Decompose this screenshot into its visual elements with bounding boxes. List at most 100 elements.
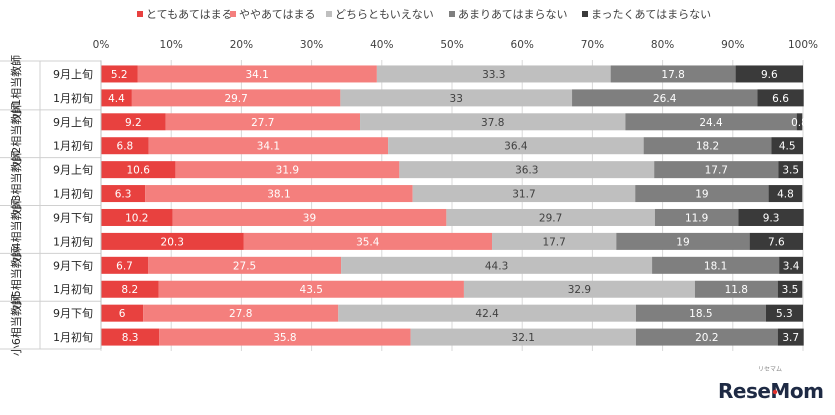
bar-segment — [243, 232, 493, 250]
bar-segment — [175, 161, 400, 179]
y-category-label: 1月初旬 — [53, 330, 93, 344]
legend-item: まったくあてはまらない — [582, 8, 711, 21]
x-tick-label: 20% — [230, 39, 253, 51]
bar-segment — [101, 208, 173, 226]
data-label: 17.7 — [542, 236, 565, 248]
y-category-label: 1月初旬 — [53, 187, 93, 201]
group-label: 小3相当教師 — [9, 151, 23, 213]
data-label: 8.2 — [121, 284, 138, 296]
bar-segment — [101, 161, 176, 179]
bar-segment — [376, 65, 611, 83]
bar-segment — [463, 280, 695, 298]
data-label: 32.1 — [512, 332, 535, 344]
bar-segment — [360, 113, 626, 131]
legend-swatch — [449, 11, 455, 17]
bar-segment — [410, 328, 636, 346]
bar-segment — [341, 256, 653, 274]
x-tick-label: 40% — [370, 39, 393, 51]
bar-segment — [635, 304, 766, 322]
data-label: 3.4 — [783, 260, 800, 272]
data-label: 35.4 — [356, 236, 380, 248]
logo-accent-dot — [772, 389, 778, 395]
bar-segment — [749, 232, 803, 250]
data-label: 3.7 — [782, 332, 799, 344]
bar-segment — [777, 280, 803, 298]
bar-segment — [652, 256, 780, 274]
bar-row: 5.2 34.1 33.3 17.8 9.6 — [101, 65, 803, 83]
data-label: 20.3 — [161, 236, 184, 248]
data-label: 38.1 — [267, 189, 290, 201]
bar-segment — [101, 137, 149, 155]
data-label: 4.4 — [108, 93, 125, 105]
x-tick-label: 90% — [721, 39, 744, 51]
data-label: 36.4 — [504, 141, 528, 153]
data-label: 31.7 — [512, 189, 535, 201]
y-axis-labels: 9月上旬 1月初旬 9月上旬 1月初旬 9月上旬 1月初旬 9月下旬 1月初旬 9月下旬 1月初旬… — [0, 55, 102, 356]
data-label: 34.1 — [257, 141, 280, 153]
x-tick-label: 60% — [511, 39, 534, 51]
legend-swatch — [230, 11, 236, 17]
legend-swatch — [137, 11, 143, 17]
bar-segment — [654, 161, 779, 179]
bar-segment — [101, 65, 138, 83]
y-category-label: 9月上旬 — [53, 116, 93, 129]
bar-segment — [101, 328, 160, 346]
bar-row: 10.2 39 29.7 11.9 9.3 — [101, 208, 804, 226]
logo-wordmark: ReseMom — [718, 379, 823, 403]
bar-segment — [635, 185, 769, 203]
bar-segment — [101, 304, 144, 322]
x-tick-label: 100% — [788, 39, 818, 51]
bar-segment — [165, 113, 361, 131]
bar-segment — [635, 328, 778, 346]
bar-segment — [625, 113, 797, 131]
logo-subtext: リセマム — [758, 366, 782, 373]
y-category-label: 1月初旬 — [53, 234, 93, 248]
data-label: 9.6 — [761, 69, 778, 81]
bar-segment — [768, 185, 803, 203]
group-label: 小1相当教師 — [9, 55, 23, 117]
bar-segment — [172, 208, 447, 226]
data-label: 27.8 — [229, 308, 252, 320]
bar-segment — [412, 185, 636, 203]
bar-row: 10.6 31.9 36.3 17.7 3.5 — [101, 161, 803, 179]
group-label: 小2相当教師 — [9, 103, 23, 165]
data-label: 10.2 — [125, 212, 148, 224]
bar-segment — [610, 65, 736, 83]
data-label: 29.7 — [539, 212, 562, 224]
bar-segment — [148, 256, 342, 274]
bar-segment — [338, 304, 636, 322]
data-label: 6.3 — [115, 189, 132, 201]
y-category-label: 9月下旬 — [53, 259, 93, 272]
data-label: 39 — [303, 212, 316, 224]
data-label: 24.4 — [699, 117, 723, 129]
data-label: 42.4 — [475, 308, 499, 320]
y-category-label: 9月上旬 — [53, 68, 93, 81]
bar-segment — [143, 304, 339, 322]
data-label: 36.3 — [515, 165, 538, 177]
bar-segment — [572, 89, 758, 107]
data-label: 31.9 — [276, 165, 299, 177]
x-axis: 0% 10% 20% 30% 40% 50% 60% 70% 80% 90% 100% — [93, 39, 818, 51]
group-label: 小6相当教師 — [9, 294, 23, 356]
legend-item: あまりあてはまらない — [449, 8, 568, 21]
x-tick-label: 0% — [93, 39, 110, 51]
legend-item: どちらともいえない — [326, 8, 434, 21]
bar-segment — [654, 208, 739, 226]
data-label: 17.8 — [661, 69, 684, 81]
legend-label: ややあてはまる — [239, 8, 316, 21]
data-label: 3.5 — [782, 284, 799, 296]
data-label: 11.9 — [685, 212, 708, 224]
data-label: 18.5 — [689, 308, 712, 320]
data-label: 27.7 — [251, 117, 274, 129]
data-label: 6.7 — [116, 260, 133, 272]
bar-row: 6.8 34.1 36.4 18.2 4.5 — [101, 137, 803, 155]
data-label: 18.1 — [704, 260, 727, 272]
bars: 5.2 34.1 33.3 17.8 9.6 4.4 29.7 33 26.4 6.6 9.2 27.… — [101, 65, 808, 346]
legend-item: とてもあてはまる — [137, 8, 233, 21]
data-label: 33.3 — [482, 69, 505, 81]
data-label: 29.7 — [224, 93, 247, 105]
legend-item: ややあてはまる — [230, 8, 316, 21]
bar-segment — [148, 137, 389, 155]
data-label: 3.5 — [782, 165, 799, 177]
